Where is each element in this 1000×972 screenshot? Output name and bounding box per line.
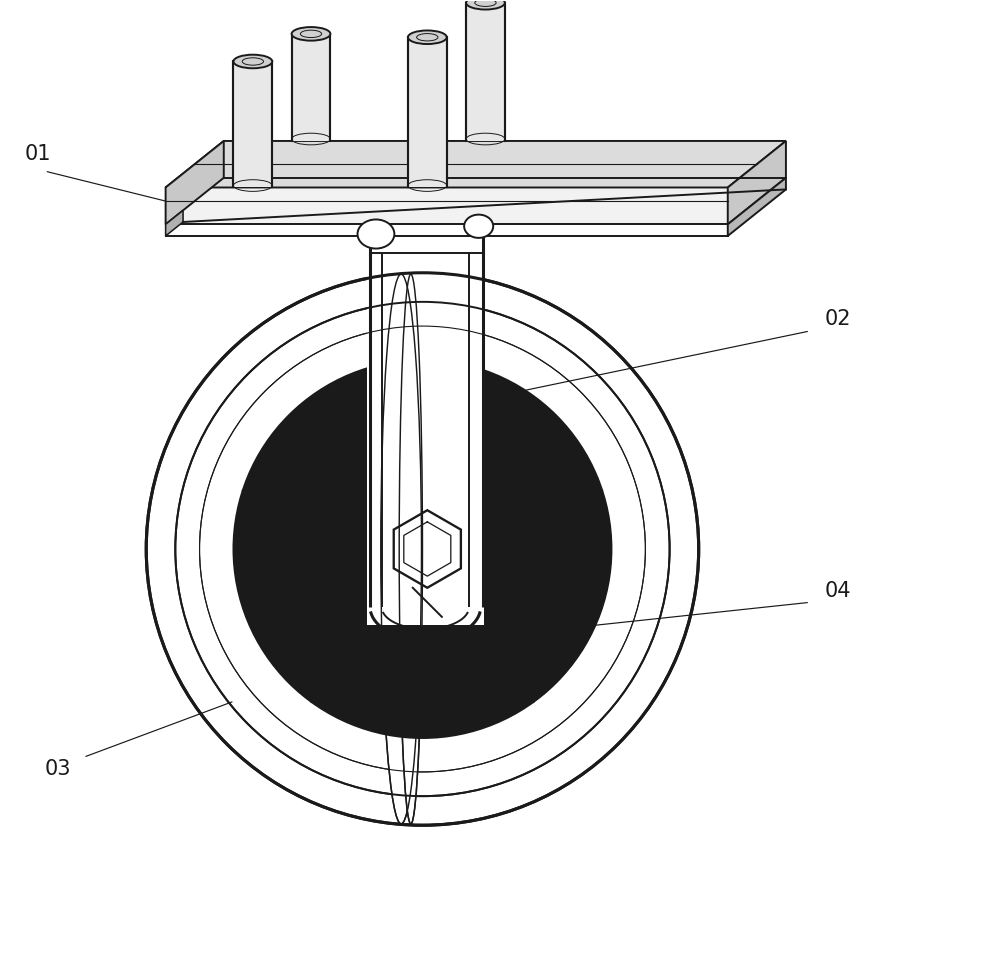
Bar (292, 34, 330, 141)
Polygon shape (394, 510, 461, 588)
Ellipse shape (399, 274, 422, 824)
Polygon shape (728, 178, 786, 236)
Text: 01: 01 (25, 144, 52, 163)
Text: 02: 02 (825, 309, 851, 330)
Circle shape (146, 273, 699, 825)
Polygon shape (728, 141, 786, 225)
Text: 03: 03 (44, 759, 71, 779)
Text: 04: 04 (825, 580, 851, 601)
Ellipse shape (233, 54, 272, 68)
Ellipse shape (408, 30, 447, 44)
Bar (466, 3, 505, 141)
Polygon shape (166, 210, 183, 236)
Ellipse shape (466, 0, 505, 10)
Ellipse shape (292, 27, 330, 41)
Bar (233, 61, 272, 188)
Polygon shape (166, 188, 728, 225)
Bar (367, 247, 484, 625)
Ellipse shape (464, 215, 493, 238)
Polygon shape (166, 141, 786, 188)
Ellipse shape (381, 274, 421, 824)
Circle shape (233, 360, 611, 738)
Bar (408, 37, 447, 188)
Ellipse shape (358, 220, 394, 249)
Polygon shape (166, 141, 224, 225)
